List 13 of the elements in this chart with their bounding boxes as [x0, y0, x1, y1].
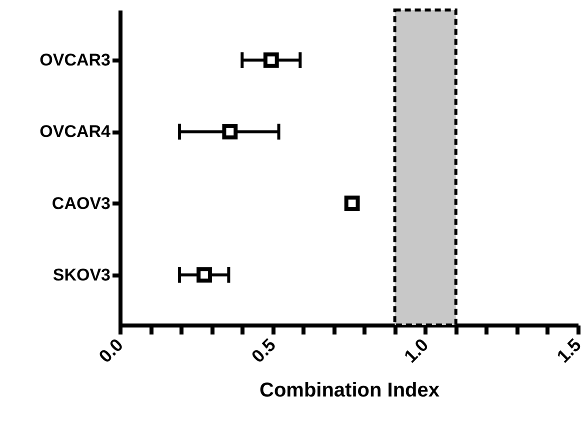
point	[222, 124, 238, 140]
y-tick-label: SKOV3	[52, 265, 110, 284]
y-tick-label: OVCAR4	[40, 122, 112, 142]
y-tick-label: CAOV3	[52, 194, 110, 213]
x-tick-label: 0.0	[95, 334, 127, 367]
y-tick-label: OVCAR3	[40, 50, 110, 70]
point	[196, 267, 212, 283]
x-tick-label: 1.5	[553, 334, 583, 367]
point	[263, 52, 279, 68]
x-axis-title: Combination Index	[260, 380, 440, 402]
x-tick-label: 1.0	[400, 334, 432, 367]
x-tick-label: 0.5	[248, 334, 280, 367]
point	[344, 196, 360, 211]
